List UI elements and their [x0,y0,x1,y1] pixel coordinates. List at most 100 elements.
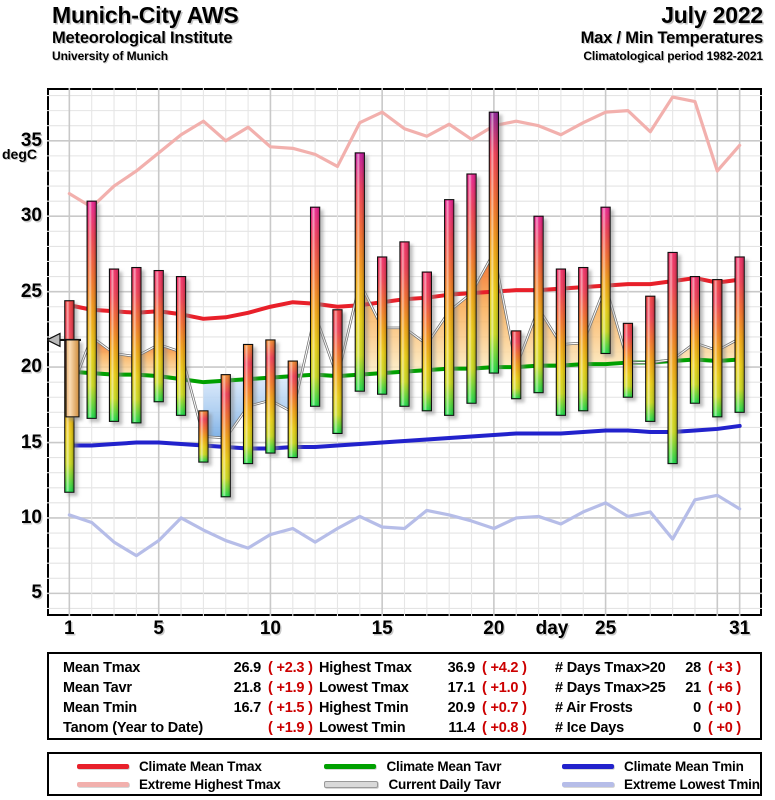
statistics-anomaly: ( +1.9 ) [268,680,313,696]
x-tick-label: 10 [259,618,282,639]
statistics-cell: # Days Tmax>20 28 ( +3 ) [555,660,760,676]
day-bar [511,330,522,400]
day-bar-sheen [333,310,342,433]
y-tick-label: 10 [20,506,42,528]
day-bar-sheen [110,269,118,421]
university-name: University of Munich [52,49,169,63]
day-bar [332,309,343,435]
monthly-mean-marker [47,332,81,418]
statistics-value: 21.8 [233,680,262,696]
legend-row: Extreme Highest Tmax Current Daily Tavr Ex… [49,775,760,793]
monthly-mean-arrow-icon [47,332,61,348]
day-bar [622,322,634,398]
day-bar [153,269,164,403]
statistics-anomaly: ( +4.2 ) [482,660,527,676]
day-bar-sheen [490,113,498,373]
statistics-cell: Lowest Tmax 17.1 ( +1.0 ) [319,680,555,696]
day-bar [287,360,298,459]
period-title: July 2022 [661,2,763,28]
statistics-anomaly: ( +1.0 ) [482,680,527,696]
statistics-value: 20.9 [447,700,476,716]
y-tick-label: 35 [20,129,42,151]
statistics-anomaly: ( +0 ) [708,720,742,736]
statistics-label: # Air Frosts [555,700,633,716]
statistics-cell: Tanom (Year to Date) ( +1.9 ) [49,720,319,736]
day-bar-sheen [557,269,565,415]
day-bar [600,206,611,355]
day-bar [712,279,723,418]
statistics-cell: # Days Tmax>25 21 ( +6 ) [555,680,760,696]
legend-color-swatch [562,763,615,769]
y-tick-label: 25 [20,280,42,302]
legend-item: Climate Mean Tmin [562,759,760,774]
day-bar-sheen [646,297,654,421]
statistics-cell: # Air Frosts 0 ( +0 ) [555,700,760,716]
monthly-mean-bar [65,339,80,418]
statistics-value: 17.1 [447,680,476,696]
day-bar-sheen [423,272,431,410]
day-bar [645,295,656,422]
x-tick-label: 31 [729,618,751,639]
legend-color-swatch [324,763,377,769]
x-tick-label: 5 [153,618,165,639]
statistics-anomaly: ( +0.8 ) [482,720,527,736]
statistics-cell: Mean Tavr 21.8 ( +1.9 ) [49,680,319,696]
series-climate-mean-tmin [67,423,742,451]
statistics-label: Highest Tmax [319,660,412,676]
chart-subtitle: Max / Min Temperatures [580,29,764,47]
series-extreme-lowest-tmin [67,493,742,558]
legend-item: Climate Mean Tavr [324,759,562,774]
statistics-label: Lowest Tmin [319,720,406,736]
day-bar [86,200,97,419]
x-axis: 1 5 10 15 20 25 31 day [47,618,762,646]
legend-color-swatch [77,781,129,787]
statistics-value: 0 [693,700,701,716]
statistics-label: # Days Tmax>20 [555,660,666,676]
chart-canvas [47,88,762,616]
day-bar-sheen [199,411,208,462]
statistics-value: 21 [685,680,701,696]
day-bar [689,276,701,404]
statistics-value: 36.9 [447,660,476,676]
statistics-cell: Mean Tmin 16.7 ( +1.5 ) [49,700,319,716]
day-bar-sheen [467,174,476,403]
legend-color-swatch [324,780,379,788]
legend-item: Extreme Highest Tmax [49,777,324,792]
station-title: Munich-City AWS [52,2,239,28]
statistics-cell: Lowest Tmin 11.4 ( +0.8 ) [319,720,555,736]
day-bar-sheen [624,324,632,397]
statistics-label: Highest Tmin [319,700,409,716]
day-bar [466,173,477,404]
statistics-label: Mean Tmax [63,660,141,676]
day-bar [175,276,187,416]
statistics-value: 16.7 [233,700,262,716]
statistics-row: Mean Tmin 16.7 ( +1.5 ) Highest Tmin 20.9 ( +… [49,698,760,718]
legend-label: Extreme Highest Tmax [139,776,281,792]
day-bar [578,266,589,412]
day-bar [444,199,455,416]
day-bar-sheen [311,208,319,406]
day-bar-sheen [445,200,453,415]
day-bar [309,206,321,407]
header-left: Munich-City AWS Meteorological Institute… [52,2,239,64]
statistics-label: Mean Tavr [63,680,132,696]
day-bar-sheen [356,153,364,391]
day-bar [354,152,365,392]
day-bar-sheen [289,361,297,457]
chart-plot-area [47,88,762,616]
statistics-anomaly: ( +6 ) [708,680,742,696]
y-tick-label: 15 [20,431,42,453]
statistics-value: 28 [685,660,701,676]
day-bar-sheen [668,253,677,463]
legend-row: Climate Mean Tmax Climate Mean Tavr Climat… [49,757,760,775]
day-bar [198,410,209,463]
y-tick-label: 5 [31,582,42,604]
day-bar [242,343,254,465]
day-bar [220,374,231,498]
day-bar [488,111,500,374]
day-bar-sheen [735,257,744,412]
day-bar-sheen [177,277,185,415]
statistics-anomaly: ( +0 ) [708,700,742,716]
legend-label: Climate Mean Tmax [139,758,262,774]
series-extreme-highest-tmax [67,95,742,209]
